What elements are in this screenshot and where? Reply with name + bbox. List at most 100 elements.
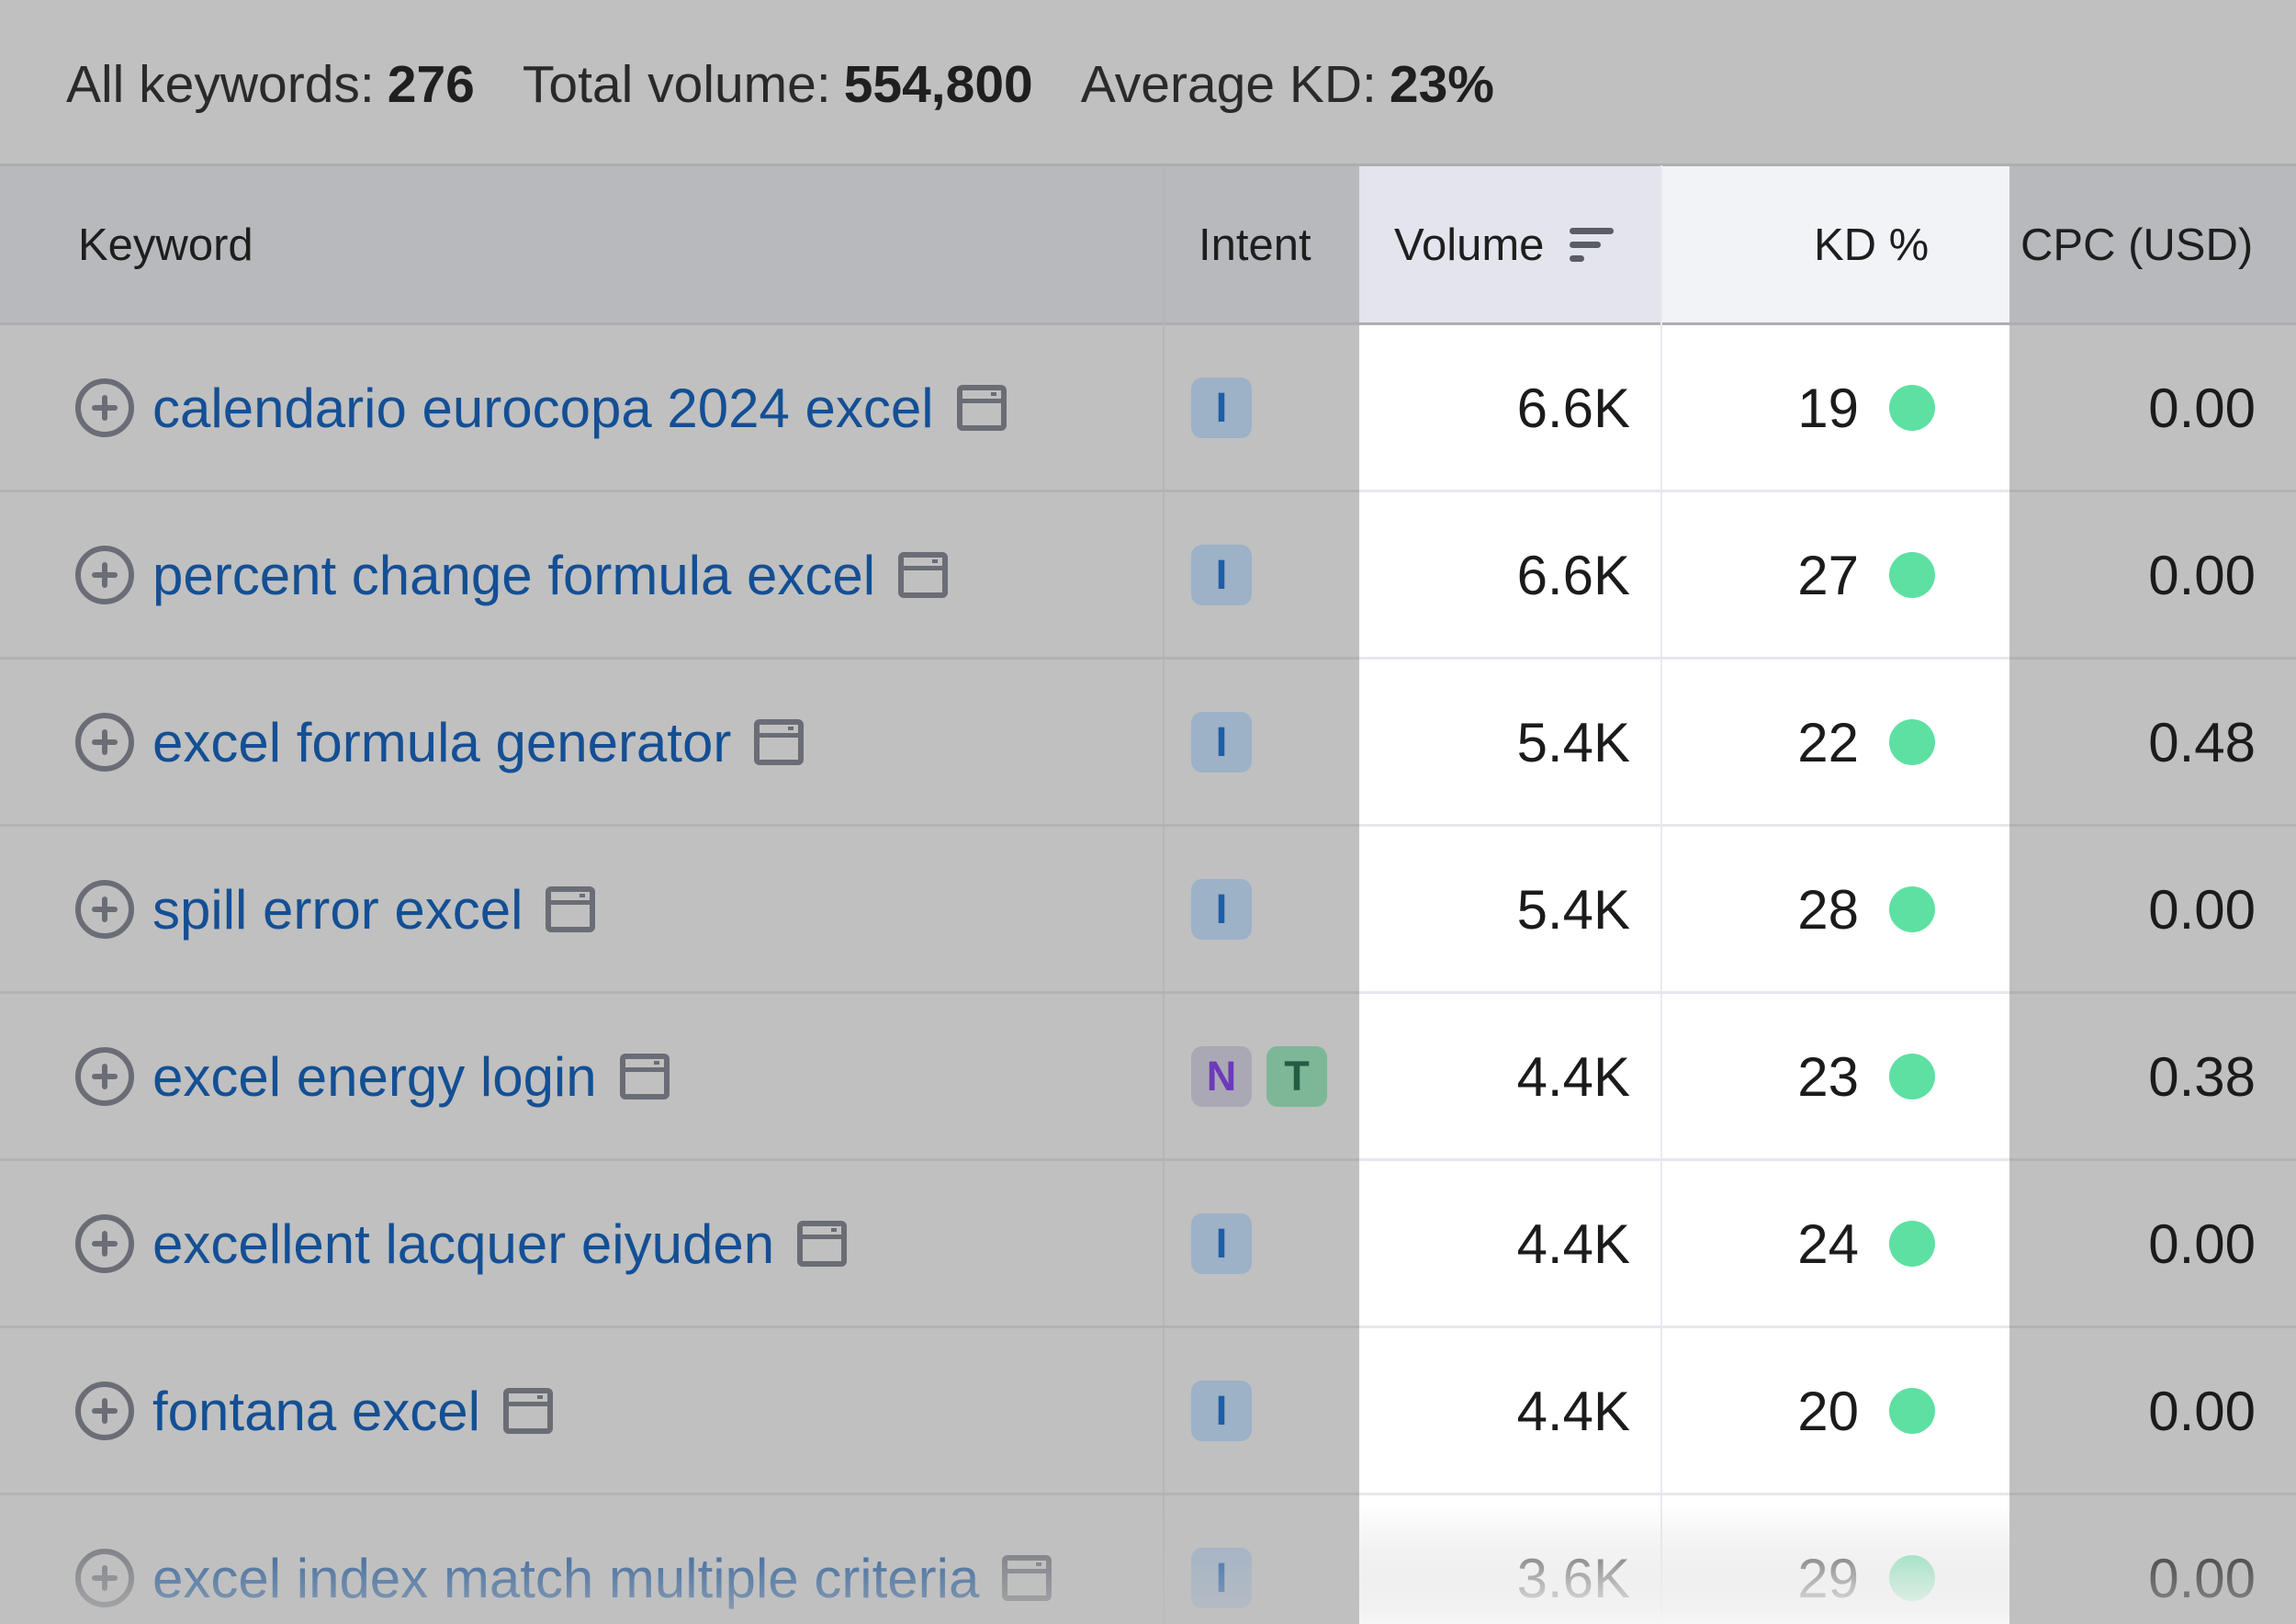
intent-badge[interactable]: I <box>1191 545 1252 605</box>
kd-cell: 29 <box>1797 1547 1859 1609</box>
kd-difficulty-dot <box>1889 886 1935 932</box>
intent-badge[interactable]: I <box>1191 879 1252 940</box>
keyword-link[interactable]: percent change formula excel <box>152 544 876 606</box>
table-row: fontana excel I 4.4K 20 0.00 <box>0 1327 2296 1494</box>
add-keyword-icon[interactable] <box>73 544 136 606</box>
table-row: excel formula generator I 5.4K 22 0.48 <box>0 659 2296 826</box>
all-keywords-label: All keywords: <box>66 55 375 114</box>
intent-badge[interactable]: N <box>1191 1046 1252 1107</box>
add-keyword-icon[interactable] <box>73 1380 136 1442</box>
cpc-cell: 0.48 <box>2148 711 2256 773</box>
intent-cell: I <box>1191 659 1252 826</box>
intent-badge[interactable]: I <box>1191 712 1252 773</box>
volume-cell: 6.6K <box>1516 377 1630 439</box>
kd-column-separator <box>1660 165 1662 1624</box>
row-divider <box>0 991 2296 994</box>
keyword-cell: excel index match multiple criteria <box>73 1494 1052 1624</box>
serp-features-icon[interactable] <box>619 1053 670 1100</box>
kd-cell: 22 <box>1797 711 1859 773</box>
intent-badge[interactable]: I <box>1191 1548 1252 1608</box>
keyword-link[interactable]: excel formula generator <box>152 711 732 773</box>
keyword-link[interactable]: excellent lacquer eiyuden <box>152 1212 775 1275</box>
column-header-kd[interactable]: KD % <box>1814 220 1930 270</box>
row-divider-highlight <box>1359 657 2009 660</box>
volume-cell: 4.4K <box>1516 1212 1630 1275</box>
row-divider <box>0 657 2296 660</box>
volume-cell: 4.4K <box>1516 1045 1630 1108</box>
kd-cell: 23 <box>1797 1045 1859 1108</box>
add-keyword-icon[interactable] <box>73 878 136 941</box>
column-header-cpc[interactable]: CPC (USD) <box>2020 220 2254 270</box>
kd-difficulty-dot <box>1889 1555 1935 1601</box>
row-divider-highlight <box>1359 824 2009 827</box>
intent-cell: I <box>1191 826 1252 993</box>
table-header-background-cpc <box>2009 165 2296 324</box>
kd-difficulty-dot <box>1889 1388 1935 1434</box>
kd-cell: 19 <box>1797 377 1859 439</box>
volume-header-label: Volume <box>1394 220 1545 270</box>
keyword-cell: calendario eurocopa 2024 excel <box>73 324 1007 491</box>
table-row: calendario eurocopa 2024 excel I 6.6K 19 0.0… <box>0 324 2296 491</box>
serp-features-icon[interactable] <box>796 1220 848 1268</box>
keyword-link[interactable]: excel index match multiple criteria <box>152 1547 980 1609</box>
cpc-cell: 0.00 <box>2148 1212 2256 1275</box>
column-header-keyword[interactable]: Keyword <box>78 220 253 270</box>
volume-cell: 4.4K <box>1516 1380 1630 1442</box>
row-divider-highlight <box>1359 1493 2009 1495</box>
table-row: excel energy login N T 4.4K 23 0.38 <box>0 993 2296 1160</box>
row-divider-highlight <box>1359 1325 2009 1328</box>
cpc-cell: 0.00 <box>2148 1547 2256 1609</box>
keyword-cell: percent change formula excel <box>73 491 949 659</box>
serp-features-icon[interactable] <box>502 1387 554 1435</box>
keyword-link[interactable]: calendario eurocopa 2024 excel <box>152 377 934 439</box>
summary-average-kd: Average KD: 23% <box>1081 54 1494 115</box>
add-keyword-icon[interactable] <box>73 1547 136 1609</box>
keyword-link[interactable]: excel energy login <box>152 1045 597 1108</box>
table-header-background <box>0 165 1359 324</box>
kd-difficulty-dot <box>1889 1221 1935 1267</box>
keyword-cell: excel formula generator <box>73 659 805 826</box>
all-keywords-value: 276 <box>387 55 475 114</box>
intent-cell: I <box>1191 324 1252 491</box>
row-divider <box>0 490 2296 492</box>
table-row: percent change formula excel I 6.6K 27 0.00 <box>0 491 2296 659</box>
add-keyword-icon[interactable] <box>73 1045 136 1108</box>
column-header-intent[interactable]: Intent <box>1199 220 1311 270</box>
row-divider-highlight <box>1359 991 2009 994</box>
cpc-cell: 0.00 <box>2148 544 2256 606</box>
header-divider <box>0 322 2296 325</box>
cpc-cell: 0.00 <box>2148 878 2256 941</box>
serp-features-icon[interactable] <box>1001 1554 1052 1602</box>
table-row: spill error excel I 5.4K 28 0.00 <box>0 826 2296 993</box>
summary-all-keywords: All keywords: 276 <box>66 54 475 115</box>
row-divider <box>0 824 2296 827</box>
keyword-link[interactable]: spill error excel <box>152 878 523 941</box>
intent-badge[interactable]: T <box>1266 1046 1327 1107</box>
keyword-link[interactable]: fontana excel <box>152 1380 480 1442</box>
summary-bar: All keywords: 276 Total volume: 554,800 … <box>66 51 1494 118</box>
column-header-volume[interactable]: Volume <box>1394 165 1615 324</box>
total-volume-value: 554,800 <box>843 55 1033 114</box>
sort-descending-icon[interactable] <box>1568 226 1615 265</box>
total-volume-label: Total volume: <box>522 55 831 114</box>
intent-cell: I <box>1191 1327 1252 1494</box>
add-keyword-icon[interactable] <box>73 711 136 773</box>
summary-divider <box>0 164 2296 166</box>
keyword-cell: excellent lacquer eiyuden <box>73 1160 848 1327</box>
serp-features-icon[interactable] <box>545 885 596 933</box>
summary-total-volume: Total volume: 554,800 <box>523 54 1033 115</box>
intent-badge[interactable]: I <box>1191 1213 1252 1274</box>
serp-features-icon[interactable] <box>753 718 805 766</box>
intent-badge[interactable]: I <box>1191 378 1252 438</box>
kd-header-highlight <box>1661 165 2009 324</box>
serp-features-icon[interactable] <box>956 384 1007 432</box>
intent-cell: I <box>1191 1160 1252 1327</box>
add-keyword-icon[interactable] <box>73 377 136 439</box>
keyword-cell: excel energy login <box>73 993 670 1160</box>
table-row: excel index match multiple criteria I 3.6K… <box>0 1494 2296 1624</box>
serp-features-icon[interactable] <box>897 551 949 599</box>
kd-cell: 28 <box>1797 878 1859 941</box>
intent-badge[interactable]: I <box>1191 1381 1252 1441</box>
add-keyword-icon[interactable] <box>73 1212 136 1275</box>
